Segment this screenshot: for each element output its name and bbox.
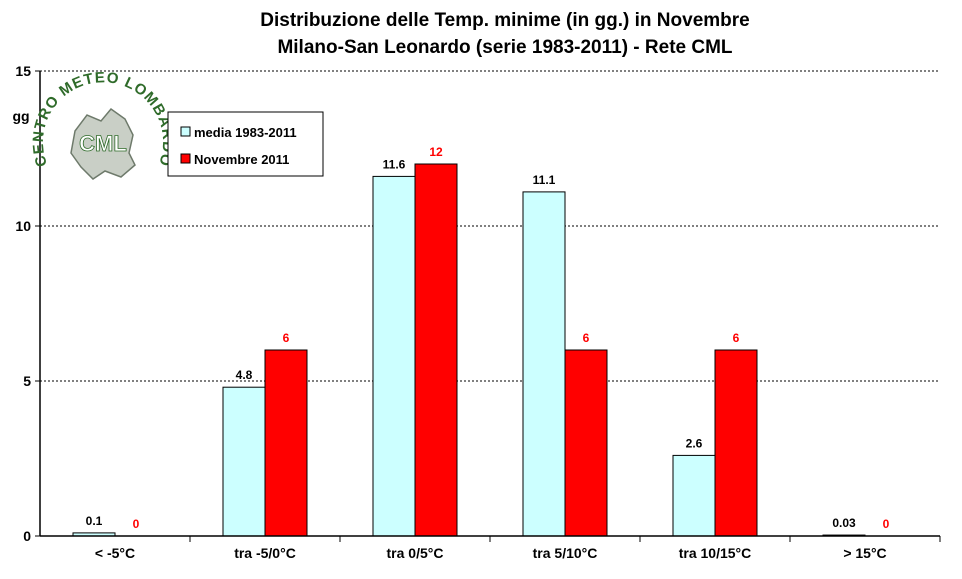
gridlines	[40, 70, 940, 382]
data-label: 0.1	[86, 514, 103, 528]
x-category-label: tra -5/0°C	[234, 545, 296, 561]
legend-box	[167, 111, 324, 177]
data-label: 2.6	[686, 436, 703, 450]
x-category-label: tra 5/10°C	[533, 545, 598, 561]
data-label: 6	[733, 331, 740, 345]
y-tick-label: 10	[15, 218, 31, 234]
data-label: 4.8	[236, 368, 253, 382]
bar	[372, 175, 416, 537]
y-tick-label: 5	[23, 373, 31, 389]
y-tick-label: 15	[15, 63, 31, 79]
x-category-label: tra 0/5°C	[387, 545, 444, 561]
bars	[72, 163, 866, 537]
bar	[522, 191, 566, 537]
data-label: 11.1	[533, 173, 556, 187]
bar	[672, 454, 716, 537]
data-label: 0	[133, 517, 140, 531]
bar	[714, 349, 758, 537]
data-label: 11.6	[383, 157, 406, 171]
legend: media 1983-2011 Novembre 2011	[167, 111, 324, 177]
logo-center-text: CML	[79, 131, 127, 156]
data-labels: 0.1 0 4.8 6 11.6 12 11.1 6 2.6 6 0.03 0	[86, 145, 890, 531]
bar	[414, 163, 458, 537]
bar	[564, 349, 608, 537]
data-label: 0.03	[832, 516, 856, 530]
x-category-label: > 15°C	[843, 545, 886, 561]
y-tick-label: 0	[23, 528, 31, 544]
x-category-label: tra 10/15°C	[679, 545, 752, 561]
legend-label-media: media 1983-2011	[194, 125, 297, 140]
bar	[222, 386, 266, 537]
logo-region-shape	[70, 107, 136, 180]
y-axis-ticks: 0 5 10 15	[15, 63, 40, 544]
cml-logo: CENTRO METEO LOMBARDO CML	[30, 69, 175, 180]
legend-label-novembre: Novembre 2011	[194, 152, 289, 167]
chart-title: Distribuzione delle Temp. minime (in gg.…	[260, 10, 749, 31]
data-label: 12	[429, 145, 443, 159]
legend-swatch-media	[180, 126, 191, 137]
bar	[264, 349, 308, 537]
data-label: 6	[283, 331, 290, 345]
chart-subtitle: Milano-San Leonardo (serie 1983-2011) - …	[277, 37, 732, 58]
data-label: 0	[883, 517, 890, 531]
data-label: 6	[583, 331, 590, 345]
x-axis-categories: < -5°C tra -5/0°C tra 0/5°C tra 5/10°C tra 1…	[95, 536, 941, 561]
x-category-label: < -5°C	[95, 545, 135, 561]
legend-swatch-novembre	[180, 153, 191, 164]
y-axis-label: gg	[12, 108, 29, 124]
